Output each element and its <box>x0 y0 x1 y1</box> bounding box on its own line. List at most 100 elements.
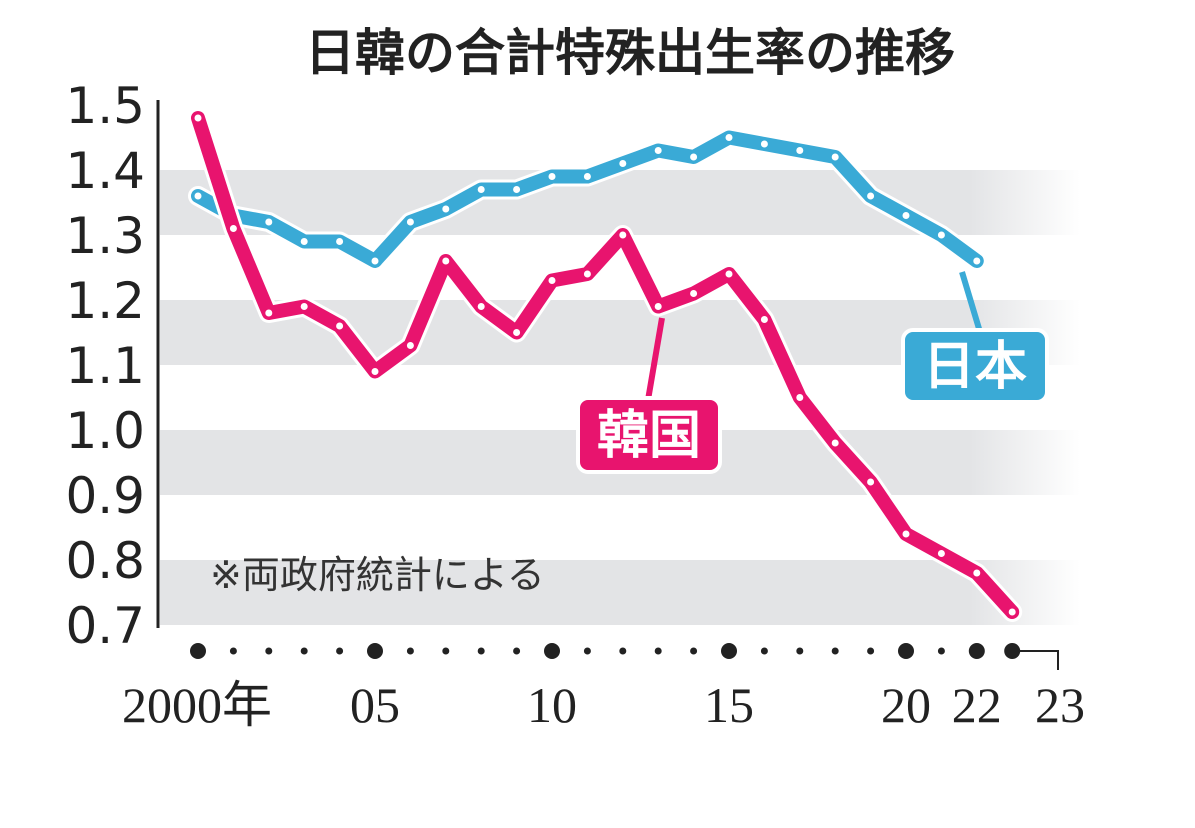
data-point <box>548 277 556 284</box>
data-point <box>867 192 875 200</box>
data-point <box>371 368 379 375</box>
data-point <box>867 478 875 486</box>
data-point <box>406 218 414 226</box>
x-major-dot <box>721 643 737 659</box>
data-point <box>477 303 485 310</box>
data-point <box>583 173 591 180</box>
data-point <box>513 329 521 336</box>
x-minor-dot <box>265 647 273 655</box>
x-tick-label: 10 <box>527 677 577 733</box>
data-point <box>831 439 839 447</box>
chart-title: 日韓の合計特殊出生率の推移 <box>305 24 955 82</box>
x-minor-dot <box>513 647 521 655</box>
data-point <box>229 225 237 232</box>
data-point <box>194 192 202 200</box>
data-point <box>725 270 733 278</box>
data-point <box>796 147 804 154</box>
data-point <box>265 309 273 317</box>
data-point <box>442 205 450 213</box>
x-tick-label: 15 <box>704 677 754 733</box>
x-minor-dot <box>336 647 344 655</box>
series-line-korea <box>191 111 1020 619</box>
y-tick-label: 1.1 <box>65 337 145 395</box>
x-major-dot <box>898 643 914 659</box>
x-tick-labels: 2000年 05 10 15 20 22 23 <box>122 677 1085 733</box>
korea-label-box <box>576 396 722 474</box>
data-point <box>406 342 414 349</box>
korea-label: 韓国 <box>597 406 701 466</box>
series-lines <box>188 108 1023 622</box>
x-major-dot <box>367 643 383 659</box>
y-tick-label: 1.3 <box>65 207 145 265</box>
data-point <box>937 231 945 239</box>
y-tick-label: 0.9 <box>65 467 145 525</box>
x-minor-dot <box>583 647 591 655</box>
x-tick-label: 20 <box>881 677 931 733</box>
y-tick-label: 1.0 <box>65 402 145 460</box>
x-minor-dot <box>690 647 698 655</box>
grid-band <box>160 560 1080 625</box>
data-point <box>690 153 698 161</box>
x-tick-label: 22 <box>952 677 1002 733</box>
data-point <box>760 316 768 323</box>
x-tick-label: 05 <box>350 677 400 733</box>
japan-label-pointer <box>959 271 983 333</box>
data-point <box>690 290 698 297</box>
japan-label: 日本 <box>923 337 1027 397</box>
data-point <box>619 231 627 239</box>
data-point <box>654 303 662 310</box>
data-point <box>583 270 591 278</box>
data-point <box>973 257 981 265</box>
x-minor-dot <box>796 647 804 655</box>
data-point <box>371 257 379 265</box>
data-point <box>1008 608 1016 616</box>
source-note: ※両政府統計による <box>210 553 545 597</box>
data-point <box>725 134 733 141</box>
data-point <box>548 173 556 180</box>
x-major-dot <box>190 643 206 659</box>
x-minor-dot <box>760 647 768 655</box>
y-tick-label: 1.2 <box>65 272 145 330</box>
y-tick-label: 1.5 <box>65 77 145 135</box>
data-point <box>831 153 839 161</box>
data-point <box>760 140 768 148</box>
data-point <box>654 147 662 154</box>
x-minor-dot <box>477 647 485 655</box>
x-minor-dot <box>442 647 450 655</box>
x-minor-dot <box>937 647 945 655</box>
data-point <box>796 394 804 401</box>
x-axis-dots <box>190 643 1021 659</box>
data-point <box>477 186 485 193</box>
data-point <box>973 569 981 577</box>
x-minor-dot <box>300 647 308 655</box>
x-minor-dot <box>229 647 237 655</box>
x-minor-dot <box>831 647 839 655</box>
data-point <box>937 550 945 557</box>
data-point <box>336 322 344 330</box>
korea-label-pointer <box>645 317 665 401</box>
y-tick-label: 1.4 <box>65 142 145 200</box>
data-point <box>902 212 910 219</box>
x-major-dot <box>544 643 560 659</box>
x-tick-label: 23 <box>1035 677 1085 733</box>
data-point <box>513 186 521 193</box>
y-tick-labels: 1.5 1.4 1.3 1.2 1.1 1.0 0.9 0.8 0.7 <box>65 77 145 655</box>
y-tick-label: 0.7 <box>65 597 145 655</box>
data-point <box>902 530 910 538</box>
x-minor-dot <box>619 647 627 655</box>
y-tick-label: 0.8 <box>65 532 145 590</box>
data-point <box>619 160 627 167</box>
x-minor-dot <box>654 647 662 655</box>
x-minor-dot <box>867 647 875 655</box>
x-tick-label: 2000年 <box>122 677 272 733</box>
data-point <box>300 303 308 310</box>
japan-label-box <box>901 328 1049 404</box>
data-point <box>265 218 273 226</box>
data-point <box>442 257 450 265</box>
x-minor-dot <box>406 647 414 655</box>
data-point <box>336 238 344 245</box>
data-point <box>300 238 308 245</box>
x-major-dot <box>968 643 985 659</box>
data-point <box>194 114 202 122</box>
